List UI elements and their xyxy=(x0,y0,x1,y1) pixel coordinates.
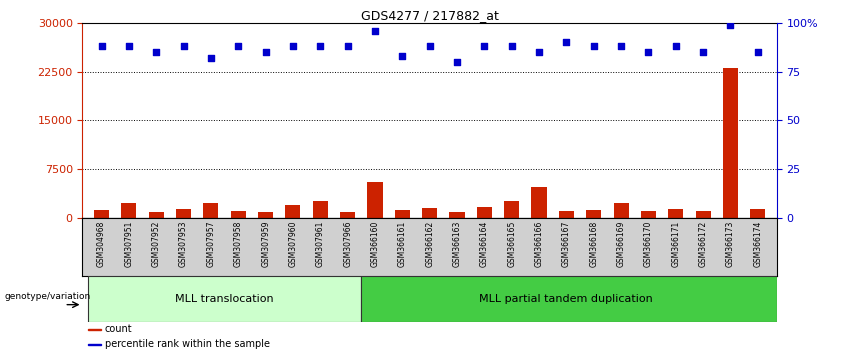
Bar xyxy=(88,329,101,330)
Bar xyxy=(750,209,766,218)
Bar xyxy=(312,201,328,218)
Text: GSM366161: GSM366161 xyxy=(398,221,407,267)
Point xyxy=(477,44,491,49)
Point xyxy=(723,22,737,28)
Bar xyxy=(340,212,355,218)
Text: GSM366169: GSM366169 xyxy=(616,221,626,267)
Point xyxy=(614,44,628,49)
FancyBboxPatch shape xyxy=(361,276,777,322)
Bar xyxy=(203,203,219,218)
Point xyxy=(641,49,655,55)
Point xyxy=(423,44,437,49)
Bar xyxy=(231,211,246,218)
Point xyxy=(177,44,191,49)
Bar xyxy=(450,212,464,218)
Bar xyxy=(122,204,136,218)
Point xyxy=(450,59,464,65)
Point xyxy=(504,44,518,49)
Text: GSM307960: GSM307960 xyxy=(288,221,298,267)
Point xyxy=(149,49,163,55)
Text: GSM307966: GSM307966 xyxy=(343,221,352,267)
Bar xyxy=(148,212,164,218)
Text: GSM307958: GSM307958 xyxy=(233,221,243,267)
Text: GSM366162: GSM366162 xyxy=(425,221,434,267)
Point xyxy=(232,44,246,49)
Bar xyxy=(641,211,656,218)
Bar xyxy=(614,204,628,218)
Bar xyxy=(94,210,109,218)
Bar xyxy=(88,344,101,345)
Point xyxy=(559,40,573,45)
Text: MLL translocation: MLL translocation xyxy=(175,294,274,304)
Bar xyxy=(723,68,738,218)
Bar xyxy=(258,212,273,218)
Point xyxy=(95,44,108,49)
Text: percentile rank within the sample: percentile rank within the sample xyxy=(105,339,270,349)
Bar xyxy=(367,182,383,218)
Bar xyxy=(531,187,547,218)
Text: genotype/variation: genotype/variation xyxy=(4,292,90,301)
Text: count: count xyxy=(105,324,132,334)
Text: GSM366167: GSM366167 xyxy=(562,221,571,267)
Point xyxy=(259,49,273,55)
Text: GSM366173: GSM366173 xyxy=(726,221,735,267)
Bar xyxy=(695,211,711,218)
Point xyxy=(532,49,546,55)
Bar xyxy=(668,209,683,218)
Bar xyxy=(395,210,410,218)
Text: GSM304968: GSM304968 xyxy=(97,221,106,267)
Point xyxy=(313,44,327,49)
Text: GSM307961: GSM307961 xyxy=(316,221,325,267)
Point xyxy=(668,44,682,49)
Text: GSM366164: GSM366164 xyxy=(480,221,489,267)
Bar xyxy=(504,201,519,218)
Text: GSM307959: GSM307959 xyxy=(261,221,270,267)
Title: GDS4277 / 217882_at: GDS4277 / 217882_at xyxy=(361,9,498,22)
Text: GSM366165: GSM366165 xyxy=(507,221,516,267)
Text: GSM366160: GSM366160 xyxy=(371,221,379,267)
Bar xyxy=(477,207,492,218)
Text: GSM366171: GSM366171 xyxy=(671,221,681,267)
Point xyxy=(368,28,382,34)
Text: GSM366168: GSM366168 xyxy=(589,221,598,267)
Text: MLL partial tandem duplication: MLL partial tandem duplication xyxy=(479,294,654,304)
Text: GSM366172: GSM366172 xyxy=(699,221,707,267)
FancyBboxPatch shape xyxy=(88,276,361,322)
Bar xyxy=(586,210,602,218)
Point xyxy=(696,49,710,55)
Point xyxy=(341,44,355,49)
Bar xyxy=(559,211,574,218)
Text: GSM307953: GSM307953 xyxy=(179,221,188,267)
Text: GSM307952: GSM307952 xyxy=(152,221,161,267)
Point xyxy=(587,44,601,49)
Text: GSM366174: GSM366174 xyxy=(753,221,762,267)
Point xyxy=(286,44,300,49)
Point xyxy=(122,44,136,49)
Text: GSM366163: GSM366163 xyxy=(452,221,462,267)
Point xyxy=(396,53,410,59)
Text: GSM366170: GSM366170 xyxy=(644,221,653,267)
Text: GSM307951: GSM307951 xyxy=(124,221,134,267)
Bar xyxy=(176,209,191,218)
Text: GSM307957: GSM307957 xyxy=(207,221,215,267)
Point xyxy=(204,55,218,61)
Text: GSM366166: GSM366166 xyxy=(535,221,543,267)
Point xyxy=(751,49,765,55)
Bar xyxy=(422,208,437,218)
Bar xyxy=(286,205,300,218)
